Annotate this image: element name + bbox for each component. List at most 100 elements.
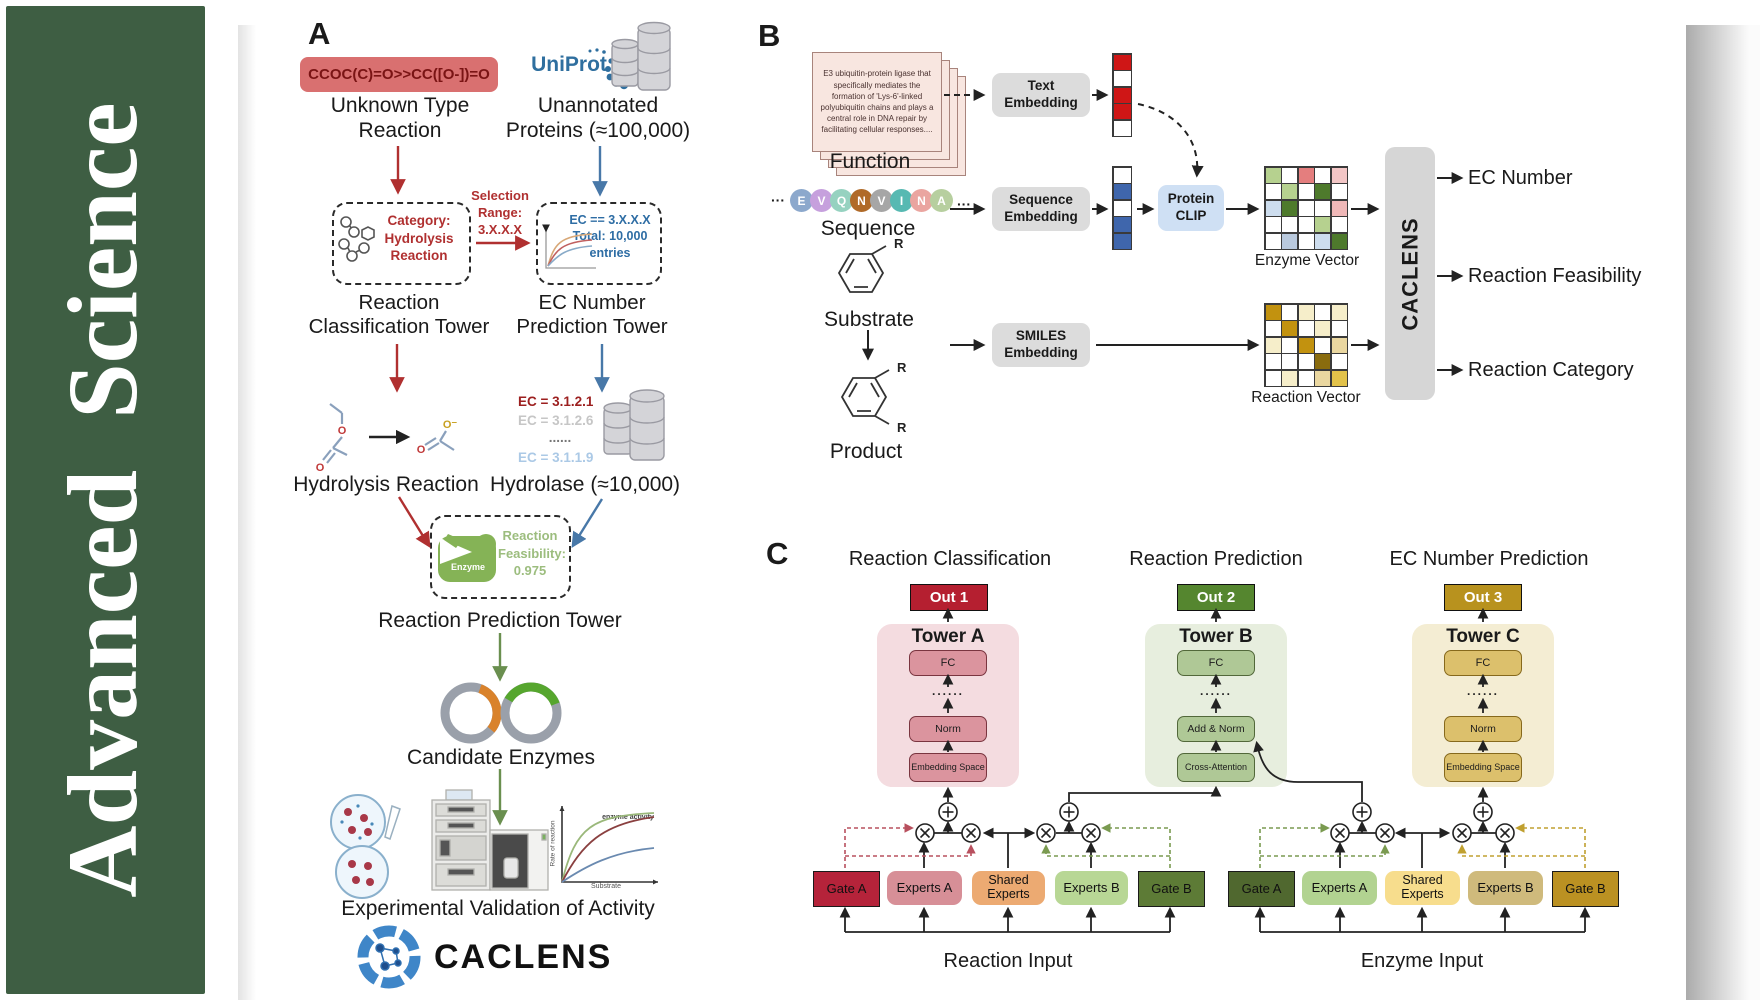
matrix-cell [1298,370,1314,386]
gate-a-enzyme: Gate A [1228,871,1295,907]
smiles-embedding-box: SMILES Embedding [992,323,1090,367]
smiles-embedding-label: SMILES Embedding [1004,328,1078,360]
matrix-cell [1282,184,1297,199]
function-card-text: E3 ubiquitin-protein ligase that specifi… [820,69,934,135]
output-reaction-feasibility: Reaction Feasibility [1468,265,1642,287]
gate-dashed-paths [844,823,1586,868]
reaction-prediction-tower-label: Reaction Prediction Tower [378,609,622,632]
matrix-cell [1113,104,1131,119]
residue-circle: N [850,189,873,212]
protein-clip-box: Protein CLIP [1158,185,1224,231]
matrix-cell [1298,217,1314,232]
product-r1-label: R [897,360,907,375]
gate-b-enzyme: Gate B [1552,871,1619,907]
panel-b-label: B [758,18,781,53]
multiply-op [1081,823,1101,843]
residue-circle: E [790,189,813,212]
tower-a-title: Tower A [911,626,985,647]
out3-box: Out 3 [1444,584,1522,611]
matrix-cell [1331,167,1347,183]
sequence-dots-left: ··· [771,192,785,208]
matrix-cell [1113,87,1131,103]
matrix-cell [1315,370,1330,386]
multiply-op [1452,823,1472,843]
sequence-embedding-box: Sequence Embedding [992,187,1090,231]
matrix-cell [1331,217,1347,232]
tower-c-norm: Norm [1444,716,1522,742]
plasmid-icons [440,682,562,744]
experts-a-enzyme: Experts A [1302,871,1377,905]
unknown-reaction-label: Unknown Type Reaction [330,94,470,142]
enzyme-input-bus [1254,906,1591,933]
matrix-cell [1113,217,1131,232]
matrix-cell [1331,370,1347,386]
matrix-cell [1315,304,1330,320]
multiply-op [915,823,935,843]
matrix-cell [1315,233,1330,249]
matrix-cell [1315,217,1330,232]
tower-b-title: Tower B [1179,626,1253,647]
text-embedding-label: Text Embedding [1004,78,1078,110]
tower-c-embedding-space: Embedding Space [1444,753,1522,782]
text-embedding-box: Text Embedding [992,73,1090,117]
activity-plot-xlabel: Substrate [591,883,621,890]
residue-circle: V [870,189,893,212]
matrix-cell [1315,200,1330,216]
caclens-wordmark: CACLENS [434,938,613,976]
matrix-cell [1282,233,1297,249]
feasibility-text: Reaction Feasibility: 0.975 [498,528,566,579]
matrix-cell [1265,217,1281,232]
sum-op [1059,802,1079,822]
matrix-cell [1298,167,1314,183]
uniprot-database-icon [611,21,671,91]
experts-a-reaction: Experts A [887,871,962,905]
matrix-cell [1113,167,1131,183]
gate-b-reaction: Gate B [1138,871,1205,907]
matrix-cell [1282,217,1297,232]
sum-op [938,802,958,822]
substrate-label: Substrate [824,308,914,331]
experts-b-reaction: Experts B [1055,871,1128,905]
matrix-cell [1298,337,1314,353]
tower-a-embedding-space: Embedding Space [909,753,987,782]
ec-list-ellipsis: ...... [548,430,572,445]
matrix-cell [1282,167,1297,183]
matrix-cell [1113,120,1131,136]
matrix-cell [1298,200,1314,216]
reaction-vector-matrix [1264,303,1348,387]
sequence-label: Sequence [820,217,916,240]
journal-sidebar [6,6,205,994]
matrix-cell [1265,184,1281,199]
function-card: E3 ubiquitin-protein ligase that specifi… [812,52,942,152]
ec-selection-box [536,202,662,285]
hydrolysis-molecules-icon [322,403,455,464]
experimental-validation-label: Experimental Validation of Activity [341,897,655,920]
panel-a-label: A [308,16,331,51]
column-title-reaction-prediction: Reaction Prediction [1129,548,1303,570]
text-embedding-vector [1112,53,1132,137]
column-title-ec-number-prediction: EC Number Prediction [1389,548,1589,570]
tower-a-norm: Norm [909,716,987,742]
product-molecule-icon [840,369,890,425]
matrix-cell [1282,321,1297,336]
activity-plot-annotation: enzyme activity [602,814,654,821]
matrix-cell [1282,354,1297,369]
residue-circle: I [890,189,913,212]
matrix-cell [1265,370,1281,386]
category-box-text: Category: Hydrolysis Reaction [384,213,454,264]
activity-plot-ylabel: Rate of reaction [549,820,557,867]
residue-circle: Q [830,189,853,212]
tower-a-fc: FC [909,650,987,676]
tower-c-fc: FC [1444,650,1522,676]
output-reaction-category: Reaction Category [1468,359,1634,381]
column-title-reaction-classification: Reaction Classification [848,548,1052,570]
matrix-cell [1265,200,1281,216]
matrix-cell [1265,304,1281,320]
smiles-text: CCOC(C)=O>>CC([O-])=O [308,66,490,83]
sum-op [1352,802,1372,822]
unannotated-proteins-label: Unannotated Proteins (≈100,000) [505,94,691,142]
tower-b: Tower B FC ...... Add & Norm Cross-Atten… [1145,624,1287,787]
petri-dish-icon [330,794,401,899]
product-label: Product [829,440,903,463]
hydrolysis-reaction-label: Hydrolysis Reaction [293,473,479,496]
